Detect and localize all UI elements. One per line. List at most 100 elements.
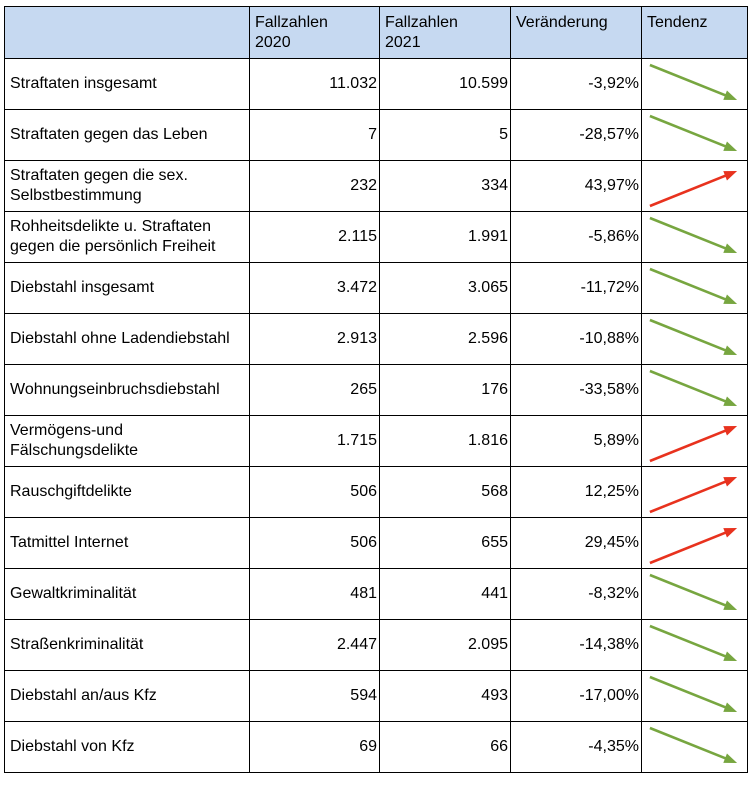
trend-down-arrow-icon	[649, 624, 738, 661]
row-trend	[641, 109, 748, 161]
header-change-cell: Veränderung	[510, 6, 642, 59]
header-2020-line1: Fallzahlen	[255, 14, 328, 31]
row-label: Diebstahl insgesamt	[4, 262, 250, 314]
row-trend	[641, 721, 748, 773]
row-label: Rauschgiftdelikte	[4, 466, 250, 518]
row-label: Straftaten gegen die sex. Selbstbestimmu…	[4, 160, 250, 212]
trend-arrow-head	[723, 477, 738, 487]
row-change: -33,58%	[510, 364, 642, 416]
row-trend	[641, 262, 748, 314]
trend-arrow-shaft	[649, 675, 728, 710]
table-row: Straftaten gegen die sex. Selbstbestimmu…	[4, 160, 748, 212]
trend-arrow-head	[723, 528, 738, 538]
row-change: -17,00%	[510, 670, 642, 722]
row-value-2021: 3.065	[379, 262, 511, 314]
row-value-2020: 7	[249, 109, 380, 161]
row-value-2021: 2.095	[379, 619, 511, 671]
row-trend	[641, 670, 748, 722]
row-change: 43,97%	[510, 160, 642, 212]
trend-arrow-shaft	[649, 479, 728, 514]
row-trend	[641, 313, 748, 365]
row-value-2020: 11.032	[249, 58, 380, 110]
trend-arrow-shaft	[649, 114, 728, 149]
table-row: Diebstahl von Kfz 69 66 -4,35%	[4, 721, 748, 773]
row-value-2021: 568	[379, 466, 511, 518]
row-value-2021: 655	[379, 517, 511, 569]
trend-up-arrow-icon	[649, 171, 738, 208]
trend-down-arrow-icon	[649, 675, 738, 712]
row-value-2020: 1.715	[249, 415, 380, 467]
row-value-2020: 506	[249, 517, 380, 569]
row-value-2020: 481	[249, 568, 380, 620]
trend-arrow-head	[723, 345, 738, 355]
table-row: Diebstahl insgesamt 3.472 3.065 -11,72%	[4, 262, 748, 314]
row-value-2021: 66	[379, 721, 511, 773]
trend-down-arrow-icon	[649, 726, 738, 763]
trend-arrow-shaft	[649, 318, 728, 353]
row-label: Straftaten insgesamt	[4, 58, 250, 110]
row-label: Diebstahl an/aus Kfz	[4, 670, 250, 722]
trend-arrow-head	[723, 396, 738, 406]
row-change: -5,86%	[510, 211, 642, 263]
trend-arrow-shaft	[649, 428, 728, 463]
header-2020-line2: 2020	[255, 34, 291, 51]
trend-down-arrow-icon	[649, 216, 738, 253]
trend-arrow-shaft	[649, 267, 728, 302]
trend-arrow-shaft	[649, 216, 728, 251]
trend-arrow-head	[723, 600, 738, 610]
row-value-2021: 1.991	[379, 211, 511, 263]
row-change: -3,92%	[510, 58, 642, 110]
row-value-2020: 265	[249, 364, 380, 416]
row-value-2020: 506	[249, 466, 380, 518]
row-change: -10,88%	[510, 313, 642, 365]
trend-arrow-head	[723, 753, 738, 763]
row-change: 29,45%	[510, 517, 642, 569]
row-label: Rohheitsdelikte u. Straftaten gegen die …	[4, 211, 250, 263]
row-value-2021: 5	[379, 109, 511, 161]
row-change: 5,89%	[510, 415, 642, 467]
row-label: Gewaltkriminalität	[4, 568, 250, 620]
trend-down-arrow-icon	[649, 114, 738, 151]
row-trend	[641, 415, 748, 467]
table-row: Diebstahl an/aus Kfz 594 493 -17,00%	[4, 670, 748, 722]
table-row: Gewaltkriminalität 481 441 -8,32%	[4, 568, 748, 620]
trend-down-arrow-icon	[649, 573, 738, 610]
row-change: -8,32%	[510, 568, 642, 620]
row-value-2020: 232	[249, 160, 380, 212]
table-row: Straßenkriminalität 2.447 2.095 -14,38%	[4, 619, 748, 671]
trend-arrow-shaft	[649, 530, 728, 565]
row-trend	[641, 58, 748, 110]
row-trend	[641, 364, 748, 416]
row-change: -14,38%	[510, 619, 642, 671]
row-value-2021: 176	[379, 364, 511, 416]
row-label: Vermögens-und Fälschungsdelikte	[4, 415, 250, 467]
header-2021-line2: 2021	[385, 34, 421, 51]
table-row: Diebstahl ohne Ladendiebstahl 2.913 2.596-…	[4, 313, 748, 365]
table-row: Tatmittel Internet 506 655 29,45%	[4, 517, 748, 569]
table-row: Vermögens-und Fälschungsdelikte 1.715 1.81…	[4, 415, 748, 467]
row-value-2021: 1.816	[379, 415, 511, 467]
header-2021-line1: Fallzahlen	[385, 14, 458, 31]
trend-arrow-shaft	[649, 63, 728, 98]
table-body: Straftaten insgesamt 11.032 10.599 -3,92% St…	[4, 58, 748, 773]
row-trend	[641, 619, 748, 671]
table-row: Straftaten insgesamt 11.032 10.599 -3,92%	[4, 58, 748, 110]
row-change: -4,35%	[510, 721, 642, 773]
row-trend	[641, 466, 748, 518]
trend-arrow-head	[723, 141, 738, 151]
trend-arrow-shaft	[649, 573, 728, 608]
row-value-2020: 2.447	[249, 619, 380, 671]
table-row: Rohheitsdelikte u. Straftaten gegen die …	[4, 211, 748, 263]
row-change: -28,57%	[510, 109, 642, 161]
crime-statistics-table: Fallzahlen 2020 Fallzahlen 2021 Veränder…	[4, 6, 748, 773]
trend-down-arrow-icon	[649, 369, 738, 406]
row-label: Straßenkriminalität	[4, 619, 250, 671]
trend-down-arrow-icon	[649, 267, 738, 304]
trend-down-arrow-icon	[649, 318, 738, 355]
row-label: Wohnungseinbruchsdiebstahl	[4, 364, 250, 416]
trend-arrow-shaft	[649, 369, 728, 404]
trend-arrow-head	[723, 426, 738, 436]
header-row: Fallzahlen 2020 Fallzahlen 2021 Veränder…	[4, 6, 748, 59]
row-value-2021: 2.596	[379, 313, 511, 365]
row-value-2020: 2.913	[249, 313, 380, 365]
